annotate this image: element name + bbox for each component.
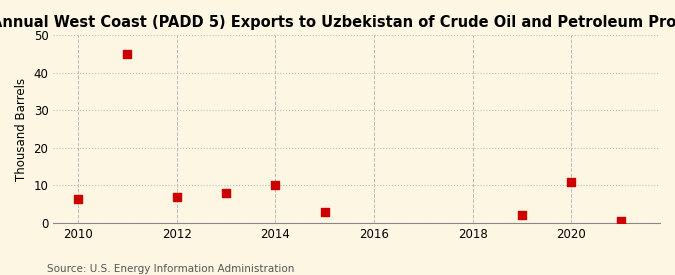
Point [516, 213, 527, 218]
Title: Annual West Coast (PADD 5) Exports to Uzbekistan of Crude Oil and Petroleum Prod: Annual West Coast (PADD 5) Exports to Uz… [0, 15, 675, 30]
Y-axis label: Thousand Barrels: Thousand Barrels [15, 78, 28, 181]
Point [615, 219, 626, 223]
Point [221, 191, 232, 195]
Text: Source: U.S. Energy Information Administration: Source: U.S. Energy Information Administ… [47, 264, 294, 274]
Point [566, 179, 576, 184]
Point [319, 210, 330, 214]
Point [122, 52, 133, 56]
Point [270, 183, 281, 188]
Point [171, 194, 182, 199]
Point [72, 196, 83, 201]
